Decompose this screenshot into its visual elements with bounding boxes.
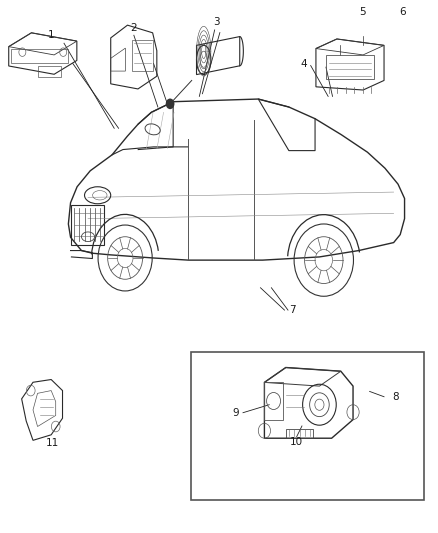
Bar: [326, 55, 374, 79]
Bar: [71, 205, 104, 245]
Text: 3: 3: [213, 17, 220, 27]
Text: 2: 2: [131, 23, 137, 34]
Bar: [132, 41, 152, 71]
Text: 6: 6: [399, 7, 406, 18]
Text: 8: 8: [392, 392, 399, 402]
Text: 4: 4: [301, 60, 307, 69]
Text: 5: 5: [359, 7, 366, 18]
Text: 7: 7: [289, 305, 296, 315]
Text: 10: 10: [290, 437, 303, 447]
Circle shape: [166, 99, 174, 109]
Text: 9: 9: [232, 408, 239, 418]
Text: 11: 11: [46, 438, 59, 448]
Text: 1: 1: [48, 30, 54, 41]
Bar: [11, 50, 68, 63]
Bar: [191, 352, 424, 500]
